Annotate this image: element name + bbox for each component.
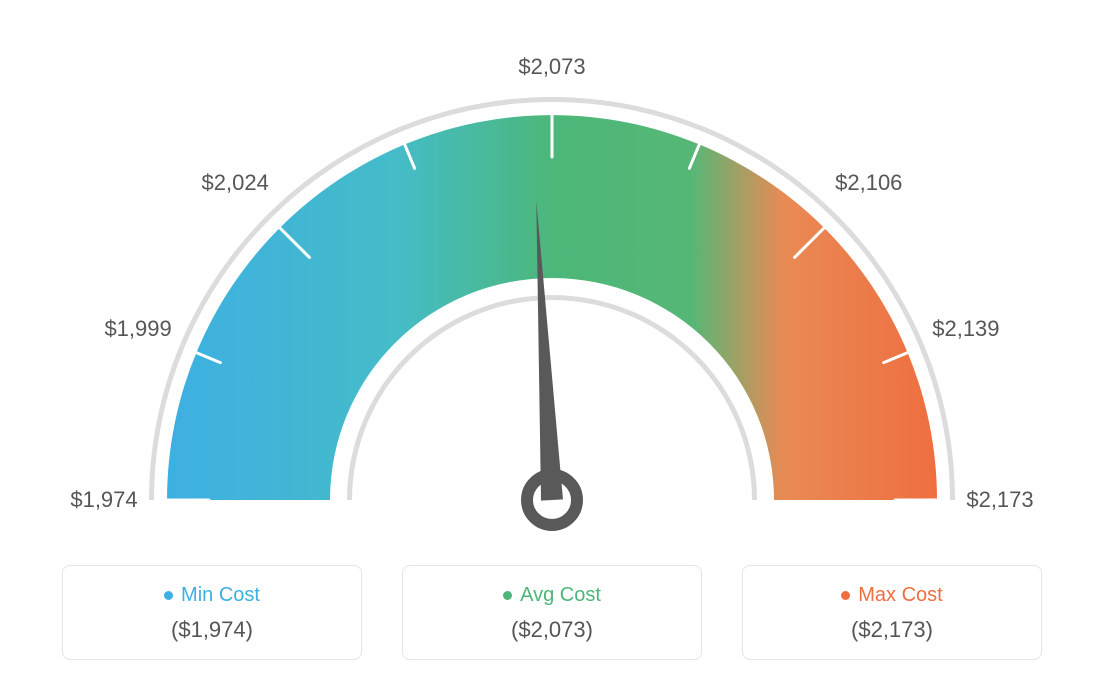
gauge-tick-label: $2,024	[202, 170, 269, 196]
legend-box-min: Min Cost ($1,974)	[62, 565, 362, 660]
legend-title-avg: Avg Cost	[503, 584, 601, 607]
legend-box-max: Max Cost ($2,173)	[742, 565, 1042, 660]
legend-title-text-avg: Avg Cost	[520, 584, 601, 607]
legend-title-min: Min Cost	[164, 584, 260, 607]
legend-title-max: Max Cost	[841, 584, 942, 607]
legend-value-min: ($1,974)	[73, 617, 351, 643]
gauge-chart: $1,974 $1,999 $2,024 $2,073 $2,106 $2,139 $2,1…	[0, 0, 1104, 540]
gauge-tick-label: $2,106	[835, 170, 902, 196]
gauge-tick-label: $1,999	[104, 316, 171, 342]
legend-value-max: ($2,173)	[753, 617, 1031, 643]
legend-dot-min	[164, 591, 173, 600]
gauge-tick-label: $2,173	[966, 487, 1033, 513]
legend-box-avg: Avg Cost ($2,073)	[402, 565, 702, 660]
gauge-tick-label: $2,073	[518, 54, 585, 80]
legend-value-avg: ($2,073)	[413, 617, 691, 643]
gauge-svg	[0, 0, 1104, 540]
legend-title-text-max: Max Cost	[858, 584, 942, 607]
gauge-tick-label: $1,974	[70, 487, 137, 513]
legend-dot-avg	[503, 591, 512, 600]
legend-row: Min Cost ($1,974) Avg Cost ($2,073) Max …	[0, 565, 1104, 660]
legend-title-text-min: Min Cost	[181, 584, 260, 607]
legend-dot-max	[841, 591, 850, 600]
gauge-tick-label: $2,139	[932, 316, 999, 342]
